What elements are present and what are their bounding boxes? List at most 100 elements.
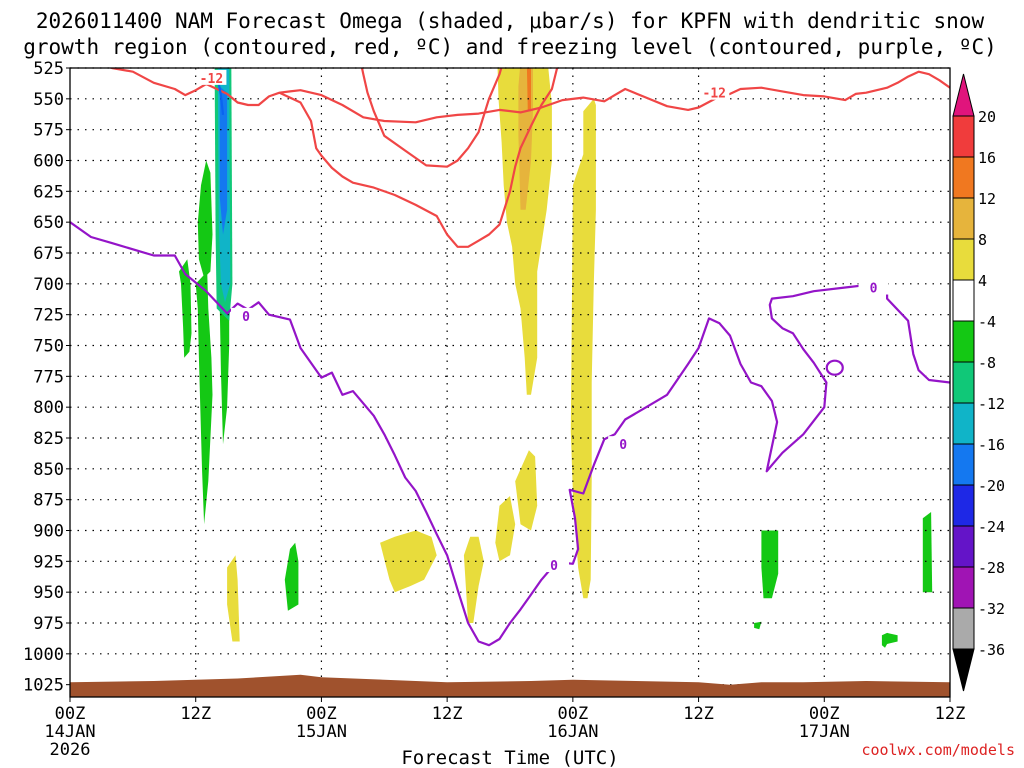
y-tick-label-700: 700	[33, 275, 64, 295]
y-tick-label-900: 900	[33, 522, 64, 542]
colorbar-label-9: -20	[978, 477, 1005, 495]
y-tick-label-525: 525	[33, 59, 64, 79]
colorbar-label-0: 20	[978, 108, 996, 126]
contour-label-freezing-4-bg	[858, 279, 889, 295]
colorbar-label-6: -8	[978, 354, 996, 372]
plot-frame	[69, 67, 951, 698]
x-tick-date-48: 16JAN	[547, 722, 598, 742]
omega-shade-yellow-hour-41-42	[495, 496, 516, 562]
colorbar-label-5: -4	[978, 313, 996, 331]
contour-label-freezing-4: 0	[870, 282, 878, 297]
colorbar-segment-10	[952, 484, 975, 527]
colorbar-label-13: -36	[978, 641, 1005, 659]
contour-label-freezing-3: 0	[550, 559, 558, 574]
omega-shade-green-hour-66b	[754, 621, 762, 630]
colorbar-label-7: -12	[978, 395, 1005, 413]
colorbar-bottom-arrow	[952, 648, 975, 692]
contour-label-dgz-right: -12	[703, 87, 726, 102]
contour-label-freezing-2: 0	[619, 438, 627, 453]
y-tick-label-600: 600	[33, 152, 64, 172]
colorbar-segment-5	[952, 279, 975, 322]
contour-label-freezing-1-bg	[231, 307, 261, 323]
y-tick-label-1000: 1000	[23, 645, 64, 665]
omega-shade-yellow-hour-42-43	[515, 450, 538, 531]
y-tick-label-975: 975	[33, 614, 64, 634]
colorbar-label-12: -32	[978, 600, 1005, 618]
colorbar-segment-9	[952, 443, 975, 486]
omega-shade-green-hour-21	[284, 542, 299, 611]
contour-line-2	[279, 68, 559, 248]
y-tick-label-775: 775	[33, 367, 64, 387]
colorbar-segment-12	[952, 566, 975, 609]
contour-label-freezing-1: 0	[242, 310, 250, 325]
y-tick-label-850: 850	[33, 460, 64, 480]
y-tick-label-800: 800	[33, 398, 64, 418]
x-tick-label-12: 12Z	[180, 704, 211, 724]
colorbar-segment-2	[952, 156, 975, 199]
colorbar-segment-11	[952, 525, 975, 568]
x-tick-label-60: 12Z	[683, 704, 714, 724]
omega-shade-green-col-3	[197, 160, 213, 278]
omega-shade-yellow-hour-37	[463, 536, 484, 623]
y-tick-label-550: 550	[33, 90, 64, 110]
colorbar-label-3: 8	[978, 231, 987, 249]
colorbar-label-1: 16	[978, 149, 996, 167]
y-tick-label-750: 750	[33, 337, 64, 357]
terrain-fill	[70, 674, 950, 697]
colorbar-segment-4	[952, 238, 975, 281]
x-tick-label-72: 00Z	[809, 704, 840, 724]
omega-shade-green-hour-81	[922, 512, 933, 593]
omega-shade-yellow-hour-15	[227, 555, 240, 642]
y-tick-label-1025: 1025	[23, 676, 64, 696]
y-tick-label-725: 725	[33, 306, 64, 326]
y-tick-label-925: 925	[33, 552, 64, 572]
colorbar-segment-6	[952, 320, 975, 363]
freezing-small-loop	[825, 359, 844, 376]
omega-shade-dark-orange-upper	[526, 68, 531, 112]
y-tick-label-675: 675	[33, 244, 64, 264]
x-tick-label-84: 12Z	[935, 704, 966, 724]
x-tick-date-0: 14JAN	[44, 722, 95, 742]
colorbar-label-4: 4	[978, 272, 987, 290]
colorbar-label-10: -24	[978, 518, 1005, 536]
omega-shade-blue-col	[219, 86, 228, 235]
x-tick-year-0: 2026	[50, 740, 91, 760]
omega-shade-green-col-2	[195, 271, 213, 525]
chart-title-line-2: growth region (contoured, red, ºC) and f…	[23, 35, 997, 59]
y-tick-label-575: 575	[33, 121, 64, 141]
contour-line-0	[70, 221, 950, 647]
x-tick-label-24: 00Z	[306, 704, 337, 724]
x-tick-label-48: 00Z	[557, 704, 588, 724]
contour-line-3	[360, 68, 503, 168]
colorbar-segment-7	[952, 361, 975, 404]
x-tick-date-72: 17JAN	[799, 722, 850, 742]
y-tick-label-950: 950	[33, 583, 64, 603]
colorbar-label-2: 12	[978, 190, 996, 208]
contour-line-1	[108, 68, 950, 124]
x-axis-title: Forecast Time (UTC)	[401, 747, 618, 768]
y-tick-label-650: 650	[33, 213, 64, 233]
omega-shade-yellow-big-upper	[497, 68, 552, 395]
x-tick-label-0: 00Z	[55, 704, 86, 724]
colorbar-segment-3	[952, 197, 975, 240]
y-tick-label-625: 625	[33, 182, 64, 202]
omega-shade-green-col-4	[216, 283, 230, 445]
omega-shade-green-hour-78	[881, 632, 898, 648]
contour-label-freezing-2-bg	[608, 436, 639, 452]
contour-label-dgz-left-bg	[196, 69, 227, 85]
contour-label-dgz-right-bg	[699, 84, 730, 100]
y-tick-label-825: 825	[33, 429, 64, 449]
colorbar-segment-1	[952, 115, 975, 158]
colorbar-top-arrow	[952, 73, 975, 117]
colorbar-label-8: -16	[978, 436, 1005, 454]
colorbar-label-11: -28	[978, 559, 1005, 577]
contour-label-freezing-3-bg	[539, 557, 569, 573]
colorbar-segment-8	[952, 402, 975, 445]
omega-shade-green-hour-66	[761, 530, 779, 599]
colorbar-segment-13	[952, 607, 975, 650]
x-tick-label-36: 12Z	[432, 704, 463, 724]
credit-text: coolwx.com/models	[861, 741, 1015, 759]
contour-label-dgz-left: -12	[200, 72, 223, 87]
omega-shade-green-col-1	[179, 259, 192, 358]
